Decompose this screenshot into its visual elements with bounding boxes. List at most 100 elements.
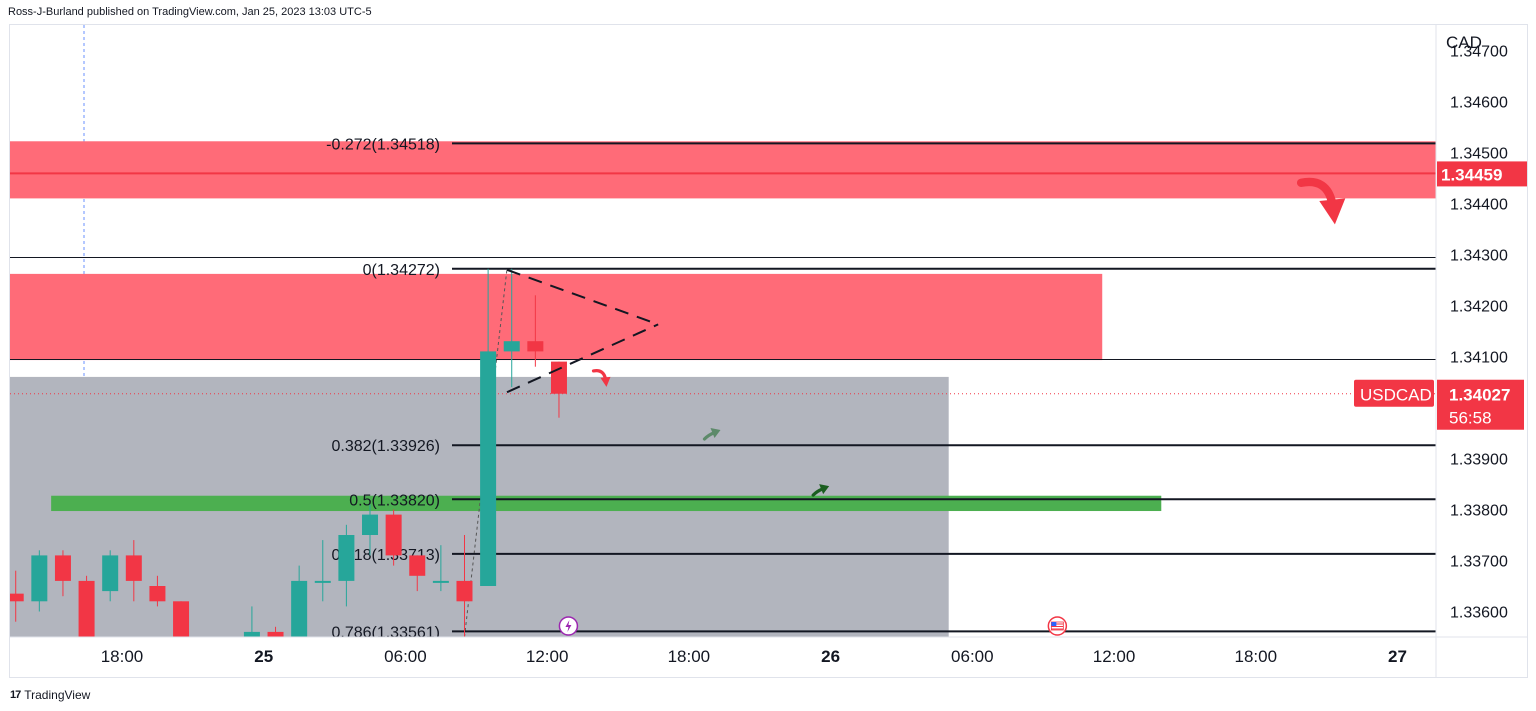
triangle-line-2: [506, 323, 659, 394]
plot-area: -0.272(1.34518) 0(1.34272) 0.382(1.33926) 0…: [10, 25, 1436, 641]
candle-body: [409, 555, 426, 576]
candle: [102, 550, 119, 602]
price-tick-label: 1.33600: [1450, 605, 1508, 622]
symbol-tag-box: [1354, 379, 1434, 407]
lightning-event-marker: [558, 616, 579, 636]
arrow-head: [819, 484, 830, 495]
candle: [409, 555, 426, 592]
time-tick-label: 12:00: [1093, 647, 1136, 666]
alert-price-label: 1.34459: [1441, 165, 1502, 184]
price-tick-label: 1.34500: [1450, 146, 1508, 163]
alert-price-box: [1437, 161, 1527, 187]
price-tick-label: 1.33900: [1450, 452, 1508, 469]
candle-body: [54, 555, 71, 581]
candle: [503, 268, 520, 388]
candle-body: [456, 580, 473, 602]
candle-body: [243, 631, 260, 637]
arrow-shaft: [591, 368, 608, 381]
publisher-line: Ross-J-Burland published on TradingView.…: [8, 6, 372, 18]
price-tick-label: 1.34200: [1450, 299, 1508, 316]
triangle-line-1: [506, 268, 659, 326]
price-tick-label: 1.34100: [1450, 350, 1508, 367]
tradingview-logo[interactable]: 17 TradingView: [10, 688, 90, 702]
fib-label-0.382: 0.382(1.33926): [331, 438, 440, 455]
symbol-tag: USDCAD: [1360, 386, 1432, 405]
tradingview-logo-mark: 17: [10, 689, 21, 701]
price-tick-label: 1.33700: [1450, 554, 1508, 571]
time-tick-label: 06:00: [951, 647, 994, 666]
time-tick-label: 26: [821, 647, 840, 666]
candle: [527, 295, 544, 367]
price-tick-label: 1.33800: [1450, 503, 1508, 520]
candle: [432, 545, 449, 592]
candle-body: [173, 601, 190, 637]
candle-body: [338, 535, 355, 581]
candle: [456, 535, 473, 637]
candle: [362, 504, 379, 556]
us-flag-event-marker: [1047, 616, 1068, 636]
candle: [31, 550, 48, 612]
candle-body: [432, 580, 449, 583]
tradingview-logo-text: TradingView: [24, 688, 91, 702]
time-tick-label: 06:00: [384, 647, 427, 666]
arrow-head: [600, 376, 611, 387]
last-price-label: 1.34027: [1449, 386, 1510, 405]
candle: [385, 509, 402, 566]
candle: [125, 540, 142, 602]
axis-title: CAD: [1446, 33, 1482, 52]
candle: [314, 540, 331, 602]
flag-canton: [1051, 622, 1057, 626]
candle: [267, 626, 284, 637]
candle: [78, 575, 95, 637]
fib-label-0: 0(1.34272): [363, 262, 440, 279]
countdown-label: 56:58: [1449, 409, 1492, 428]
support-zone: [51, 495, 1162, 512]
time-tick-label: 18:00: [1234, 647, 1277, 666]
arrow-head: [1319, 198, 1346, 225]
candle-body: [362, 514, 379, 535]
chart-frame: [9, 24, 1528, 678]
candle-body: [78, 580, 95, 637]
last-price-box: [1437, 379, 1524, 430]
time-tick-label: 27: [1388, 647, 1407, 666]
time-tick-label: 25: [254, 647, 273, 666]
price-tick-label: 1.34600: [1450, 95, 1508, 112]
candle: [173, 601, 190, 637]
time-tick-label: 18:00: [668, 647, 711, 666]
candle-body: [291, 580, 308, 637]
big-down-arrow: [1296, 177, 1346, 225]
candle-body: [10, 593, 24, 602]
time-tick-label: 12:00: [526, 647, 569, 666]
time-tick-label: 18:00: [101, 647, 144, 666]
arrow-shaft: [1296, 177, 1337, 208]
fib-label-0.786: 0.786(1.33561): [331, 624, 440, 641]
price-tick-label: 1.34300: [1450, 248, 1508, 265]
candle: [480, 268, 497, 586]
candle: [10, 570, 24, 622]
candle: [54, 550, 71, 597]
candle-body: [503, 341, 520, 352]
candle-body: [480, 351, 497, 586]
fib-label--0.272: -0.272(1.34518): [326, 136, 440, 153]
candle-body: [550, 361, 567, 394]
up-arrow-dark-green: [811, 484, 830, 497]
candle-body: [125, 555, 142, 581]
fib-trend-line: [463, 268, 508, 637]
candle-body: [102, 555, 119, 592]
candle: [243, 606, 260, 637]
upper-resistance-zone: [10, 141, 1436, 199]
lightning-icon: [565, 620, 572, 632]
price-tick-label: 1.34700: [1450, 44, 1508, 61]
small-down-arrow: [591, 368, 611, 387]
candle-body: [149, 586, 166, 602]
candle-body: [31, 555, 48, 602]
candle-body: [527, 341, 544, 352]
price-tick-label: 1.34400: [1450, 197, 1508, 214]
candle: [149, 575, 166, 607]
candle-body: [267, 631, 284, 637]
arrow-head: [710, 428, 721, 438]
candle: [338, 524, 355, 607]
candle-body: [314, 580, 331, 583]
up-arrow-gray-green: [702, 428, 721, 441]
